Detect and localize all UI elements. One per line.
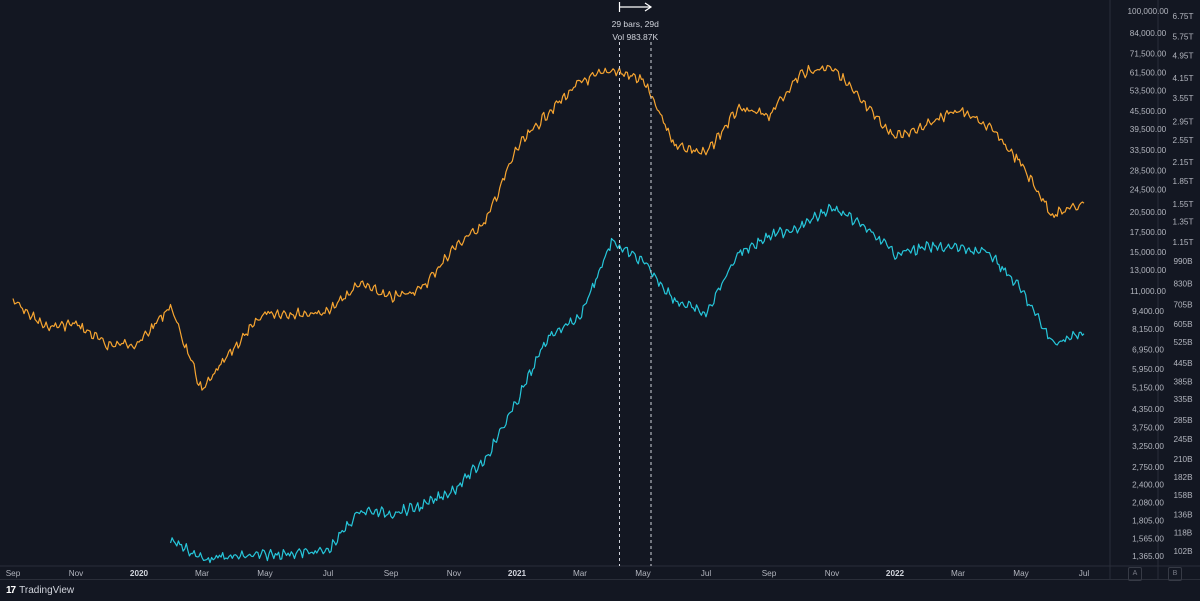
cap-tick-label: 2.95T: [1173, 118, 1194, 127]
cap-tick-label: 335B: [1173, 395, 1193, 404]
cap-tick-label: 158B: [1173, 491, 1193, 500]
cap-tick-label: 182B: [1173, 473, 1193, 482]
auto-scale-button[interactable]: A: [1128, 567, 1142, 581]
tradingview-logo[interactable]: 17 TradingView: [6, 585, 74, 596]
price-tick-label: 6,950.00: [1132, 345, 1164, 354]
cap-tick-label: 1.85T: [1173, 177, 1194, 186]
price-tick-label: 71,500.00: [1130, 50, 1167, 59]
cap-tick-label: 2.15T: [1173, 158, 1194, 167]
market-cap-line: [169, 203, 1085, 564]
time-tick-label: Jul: [1079, 569, 1090, 578]
time-tick-label: Nov: [825, 569, 840, 578]
price-tick-label: 2,080.00: [1132, 499, 1164, 508]
time-tick-label: Sep: [384, 569, 399, 578]
price-tick-label: 17,500.00: [1130, 228, 1167, 237]
time-tick-label: Mar: [573, 569, 587, 578]
price-tick-label: 1,805.00: [1132, 517, 1164, 526]
cap-tick-label: 1.35T: [1173, 217, 1194, 226]
time-tick-label: May: [635, 569, 651, 578]
price-tick-label: 4,350.00: [1132, 405, 1164, 414]
price-tick-label: 9,400.00: [1132, 307, 1164, 316]
time-tick-label: 2020: [130, 569, 149, 578]
cap-tick-label: 385B: [1173, 377, 1193, 386]
cap-tick-label: 210B: [1173, 455, 1193, 464]
price-tick-label: 33,500.00: [1130, 146, 1167, 155]
price-tick-label: 13,000.00: [1130, 266, 1167, 275]
range-arrow-head: [644, 2, 653, 12]
time-tick-label: Jul: [323, 569, 334, 578]
time-tick-label: Nov: [447, 569, 462, 578]
price-tick-label: 28,500.00: [1130, 166, 1167, 175]
price-tick-label: 1,565.00: [1132, 535, 1164, 544]
time-tick-label: Jul: [701, 569, 712, 578]
time-tick-label: Sep: [6, 569, 21, 578]
price-tick-label: 53,500.00: [1130, 86, 1167, 95]
tradingview-logo-icon: 17: [6, 585, 16, 596]
price-tick-label: 39,500.00: [1130, 125, 1167, 134]
range-bars-label: 29 bars, 29d: [612, 19, 660, 29]
price-tick-label: 5,950.00: [1132, 365, 1164, 374]
cap-tick-label: 5.75T: [1173, 32, 1194, 41]
price-tick-label: 3,250.00: [1132, 442, 1164, 451]
cap-tick-label: 6.75T: [1173, 12, 1194, 21]
time-tick-label: 2022: [886, 569, 905, 578]
cap-tick-label: 3.55T: [1173, 94, 1194, 103]
price-tick-label: 2,400.00: [1132, 480, 1164, 489]
price-tick-label: 8,150.00: [1132, 325, 1164, 334]
price-tick-label: 61,500.00: [1130, 69, 1167, 78]
btc-price-line: [12, 64, 1085, 391]
cap-tick-label: 102B: [1173, 547, 1193, 556]
price-tick-label: 45,500.00: [1130, 107, 1167, 116]
time-tick-label: Mar: [951, 569, 965, 578]
cap-tick-label: 4.95T: [1173, 52, 1194, 61]
time-tick-label: Sep: [762, 569, 777, 578]
price-tick-label: 84,000.00: [1130, 29, 1167, 38]
cap-tick-label: 285B: [1173, 416, 1193, 425]
time-tick-label: Mar: [195, 569, 209, 578]
scale-button[interactable]: B: [1168, 567, 1182, 581]
cap-tick-label: 245B: [1173, 435, 1193, 444]
cap-tick-label: 4.15T: [1173, 74, 1194, 83]
cap-tick-label: 990B: [1173, 257, 1193, 266]
cap-tick-label: 136B: [1173, 510, 1193, 519]
cap-tick-label: 445B: [1173, 359, 1193, 368]
price-tick-label: 24,500.00: [1130, 186, 1167, 195]
price-tick-label: 20,500.00: [1130, 208, 1167, 217]
price-tick-label: 2,750.00: [1132, 463, 1164, 472]
price-tick-label: 3,750.00: [1132, 424, 1164, 433]
cap-tick-label: 605B: [1173, 320, 1193, 329]
price-tick-label: 5,150.00: [1132, 383, 1164, 392]
price-tick-label: 11,000.00: [1130, 287, 1166, 296]
time-tick-label: May: [1013, 569, 1029, 578]
time-tick-label: 2021: [508, 569, 527, 578]
cap-tick-label: 2.55T: [1173, 136, 1194, 145]
footer-bar: 17 TradingView: [0, 579, 1200, 601]
cap-tick-label: 830B: [1173, 279, 1193, 288]
time-tick-label: May: [257, 569, 273, 578]
cap-tick-label: 1.15T: [1173, 238, 1194, 247]
time-tick-label: Nov: [69, 569, 84, 578]
price-tick-label: 100,000.00: [1128, 7, 1169, 16]
cap-tick-label: 525B: [1173, 338, 1193, 347]
cap-tick-label: 1.55T: [1173, 200, 1194, 209]
cap-tick-label: 705B: [1173, 300, 1193, 309]
cap-tick-label: 118B: [1174, 528, 1193, 537]
price-tick-label: 1,365.00: [1132, 552, 1164, 561]
price-tick-label: 15,000.00: [1130, 248, 1167, 257]
brand-label: TradingView: [19, 585, 75, 596]
range-volume-label: Vol 983.87K: [612, 32, 658, 42]
